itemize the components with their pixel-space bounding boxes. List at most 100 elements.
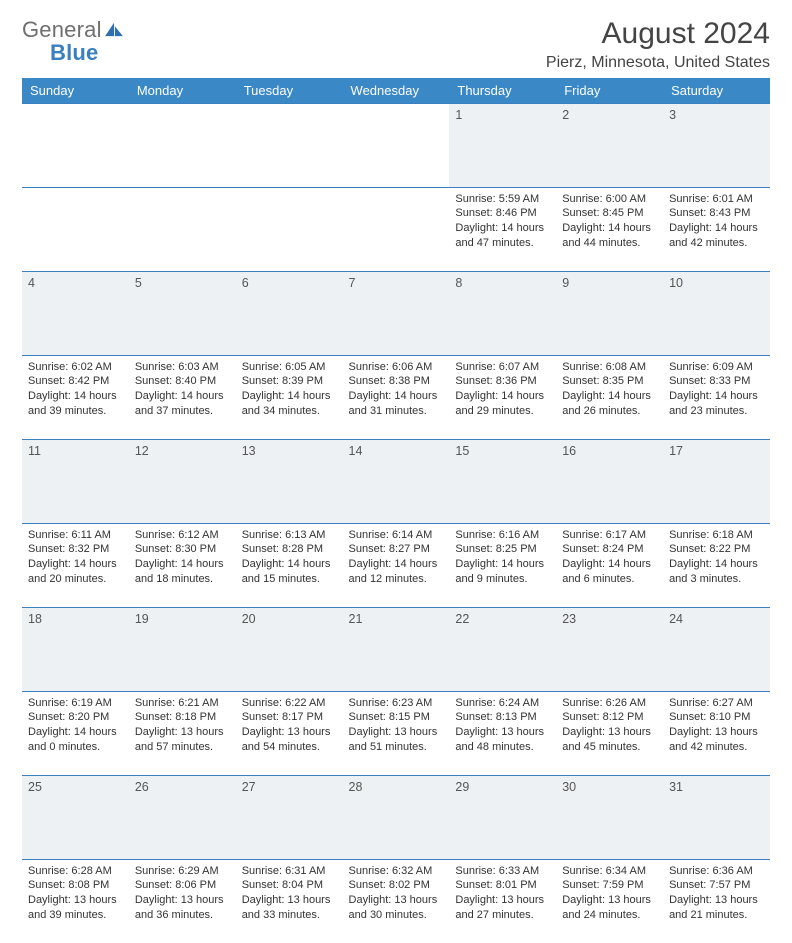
- day-number-cell: 6: [236, 271, 343, 355]
- daylight-text-2: and 42 minutes.: [669, 236, 764, 251]
- day-number-cell: [129, 103, 236, 187]
- day-detail-cell: [236, 187, 343, 271]
- day-number: 17: [669, 444, 683, 458]
- day-detail-cell: Sunrise: 6:07 AMSunset: 8:36 PMDaylight:…: [449, 355, 556, 439]
- sunset-text: Sunset: 8:12 PM: [562, 710, 657, 725]
- day-detail-cell: Sunrise: 6:19 AMSunset: 8:20 PMDaylight:…: [22, 691, 129, 775]
- sunset-text: Sunset: 8:20 PM: [28, 710, 123, 725]
- day-number-cell: 31: [663, 775, 770, 859]
- day-number: 12: [135, 444, 149, 458]
- logo-sail-icon: [104, 21, 124, 37]
- weekday-header: Wednesday: [343, 78, 450, 104]
- day-number: 9: [562, 276, 569, 290]
- daylight-text-1: Daylight: 13 hours: [562, 893, 657, 908]
- daylight-text-2: and 42 minutes.: [669, 740, 764, 755]
- daylight-text-1: Daylight: 13 hours: [28, 893, 123, 908]
- day-detail-cell: Sunrise: 6:23 AMSunset: 8:15 PMDaylight:…: [343, 691, 450, 775]
- sunset-text: Sunset: 8:17 PM: [242, 710, 337, 725]
- day-detail-cell: Sunrise: 6:26 AMSunset: 8:12 PMDaylight:…: [556, 691, 663, 775]
- sunset-text: Sunset: 8:27 PM: [349, 542, 444, 557]
- daylight-text-1: Daylight: 14 hours: [455, 557, 550, 572]
- weekday-header: Saturday: [663, 78, 770, 104]
- sunset-text: Sunset: 7:57 PM: [669, 878, 764, 893]
- daylight-text-2: and 30 minutes.: [349, 908, 444, 923]
- day-number-cell: [236, 103, 343, 187]
- daylight-text-1: Daylight: 14 hours: [669, 221, 764, 236]
- day-number: 2: [562, 108, 569, 122]
- day-detail-cell: Sunrise: 6:33 AMSunset: 8:01 PMDaylight:…: [449, 859, 556, 943]
- sunrise-text: Sunrise: 6:05 AM: [242, 360, 337, 375]
- daylight-text-2: and 39 minutes.: [28, 908, 123, 923]
- day-number-cell: 19: [129, 607, 236, 691]
- day-number: 1: [455, 108, 462, 122]
- day-detail-cell: Sunrise: 6:18 AMSunset: 8:22 PMDaylight:…: [663, 523, 770, 607]
- sunset-text: Sunset: 8:22 PM: [669, 542, 764, 557]
- daylight-text-2: and 15 minutes.: [242, 572, 337, 587]
- daylight-text-2: and 24 minutes.: [562, 908, 657, 923]
- detail-row: Sunrise: 6:11 AMSunset: 8:32 PMDaylight:…: [22, 523, 770, 607]
- day-number-cell: 20: [236, 607, 343, 691]
- day-number: 27: [242, 780, 256, 794]
- day-detail-cell: Sunrise: 6:14 AMSunset: 8:27 PMDaylight:…: [343, 523, 450, 607]
- day-number: 31: [669, 780, 683, 794]
- sunrise-text: Sunrise: 6:29 AM: [135, 864, 230, 879]
- day-number: 10: [669, 276, 683, 290]
- day-number: 22: [455, 612, 469, 626]
- sunrise-text: Sunrise: 6:08 AM: [562, 360, 657, 375]
- daylight-text-2: and 31 minutes.: [349, 404, 444, 419]
- day-detail-cell: Sunrise: 6:34 AMSunset: 7:59 PMDaylight:…: [556, 859, 663, 943]
- day-number-cell: 24: [663, 607, 770, 691]
- sunset-text: Sunset: 8:28 PM: [242, 542, 337, 557]
- daylight-text-1: Daylight: 13 hours: [242, 893, 337, 908]
- sunset-text: Sunset: 8:43 PM: [669, 206, 764, 221]
- day-number: 21: [349, 612, 363, 626]
- day-number: 28: [349, 780, 363, 794]
- day-number-cell: 28: [343, 775, 450, 859]
- day-number: 23: [562, 612, 576, 626]
- day-number-cell: 21: [343, 607, 450, 691]
- day-detail-cell: Sunrise: 6:24 AMSunset: 8:13 PMDaylight:…: [449, 691, 556, 775]
- daylight-text-2: and 20 minutes.: [28, 572, 123, 587]
- daylight-text-1: Daylight: 14 hours: [242, 557, 337, 572]
- day-number-cell: 17: [663, 439, 770, 523]
- day-number-cell: 7: [343, 271, 450, 355]
- daylight-text-2: and 0 minutes.: [28, 740, 123, 755]
- daylight-text-2: and 29 minutes.: [455, 404, 550, 419]
- sunset-text: Sunset: 8:32 PM: [28, 542, 123, 557]
- daylight-text-2: and 39 minutes.: [28, 404, 123, 419]
- sunrise-text: Sunrise: 6:36 AM: [669, 864, 764, 879]
- day-number: 30: [562, 780, 576, 794]
- day-number: 15: [455, 444, 469, 458]
- sunrise-text: Sunrise: 6:33 AM: [455, 864, 550, 879]
- daylight-text-1: Daylight: 14 hours: [349, 389, 444, 404]
- logo-text-blue: Blue: [50, 40, 98, 65]
- daylight-text-1: Daylight: 14 hours: [562, 389, 657, 404]
- day-detail-cell: [343, 187, 450, 271]
- daylight-text-1: Daylight: 14 hours: [28, 389, 123, 404]
- sunset-text: Sunset: 8:36 PM: [455, 374, 550, 389]
- detail-row: Sunrise: 6:28 AMSunset: 8:08 PMDaylight:…: [22, 859, 770, 943]
- daynum-row: 123: [22, 103, 770, 187]
- day-detail-cell: Sunrise: 5:59 AMSunset: 8:46 PMDaylight:…: [449, 187, 556, 271]
- day-detail-cell: Sunrise: 6:29 AMSunset: 8:06 PMDaylight:…: [129, 859, 236, 943]
- day-detail-cell: Sunrise: 6:28 AMSunset: 8:08 PMDaylight:…: [22, 859, 129, 943]
- daylight-text-2: and 47 minutes.: [455, 236, 550, 251]
- day-number: 11: [28, 444, 41, 458]
- daylight-text-2: and 27 minutes.: [455, 908, 550, 923]
- daylight-text-1: Daylight: 14 hours: [455, 221, 550, 236]
- day-detail-cell: Sunrise: 6:32 AMSunset: 8:02 PMDaylight:…: [343, 859, 450, 943]
- day-number: 18: [28, 612, 42, 626]
- day-number-cell: 30: [556, 775, 663, 859]
- daylight-text-1: Daylight: 13 hours: [242, 725, 337, 740]
- day-number: 7: [349, 276, 356, 290]
- location-text: Pierz, Minnesota, United States: [546, 54, 770, 72]
- daylight-text-1: Daylight: 13 hours: [135, 725, 230, 740]
- weekday-header: Sunday: [22, 78, 129, 104]
- daylight-text-2: and 9 minutes.: [455, 572, 550, 587]
- day-detail-cell: Sunrise: 6:08 AMSunset: 8:35 PMDaylight:…: [556, 355, 663, 439]
- sunset-text: Sunset: 8:06 PM: [135, 878, 230, 893]
- sunrise-text: Sunrise: 6:02 AM: [28, 360, 123, 375]
- day-number-cell: [343, 103, 450, 187]
- day-detail-cell: Sunrise: 6:06 AMSunset: 8:38 PMDaylight:…: [343, 355, 450, 439]
- sunrise-text: Sunrise: 6:24 AM: [455, 696, 550, 711]
